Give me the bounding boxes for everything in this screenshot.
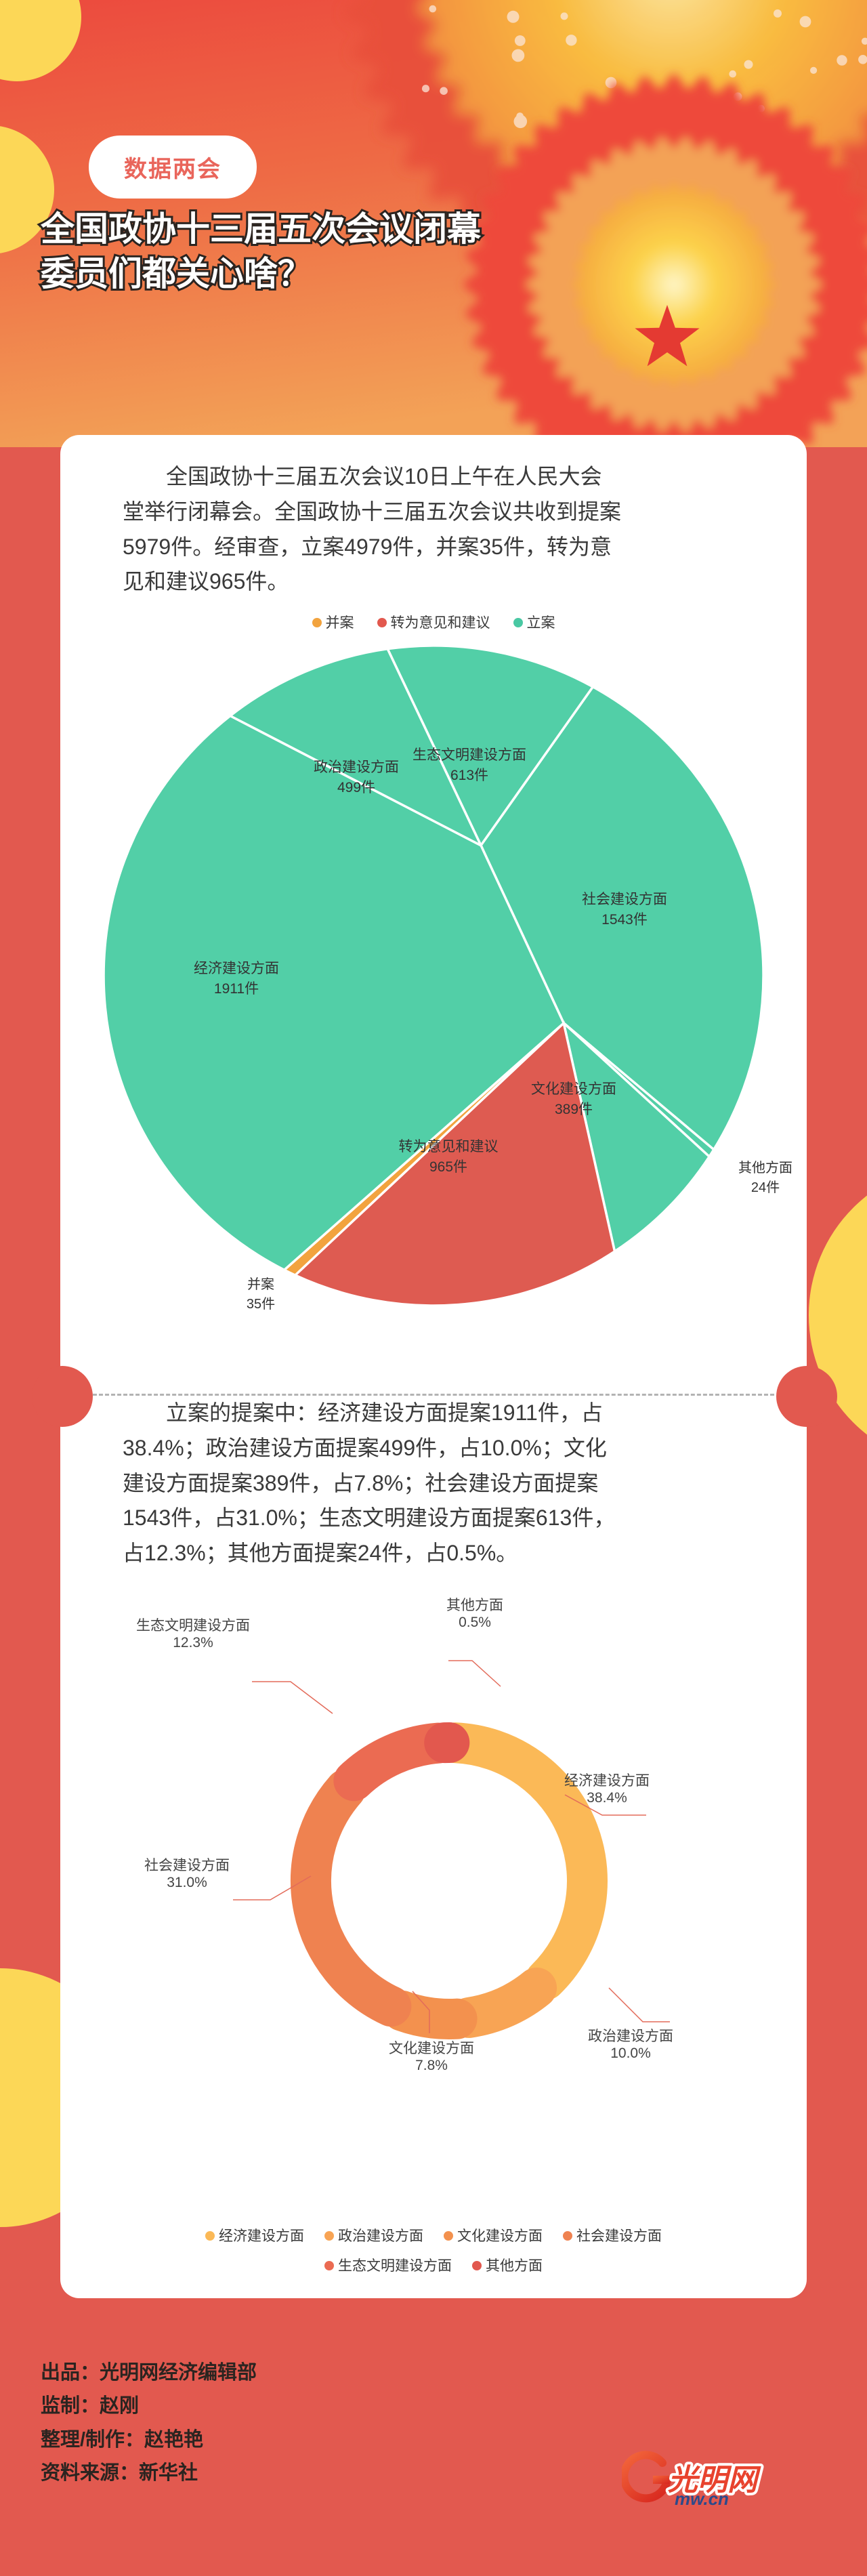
svg-text:mw.cn: mw.cn [675, 2489, 729, 2508]
